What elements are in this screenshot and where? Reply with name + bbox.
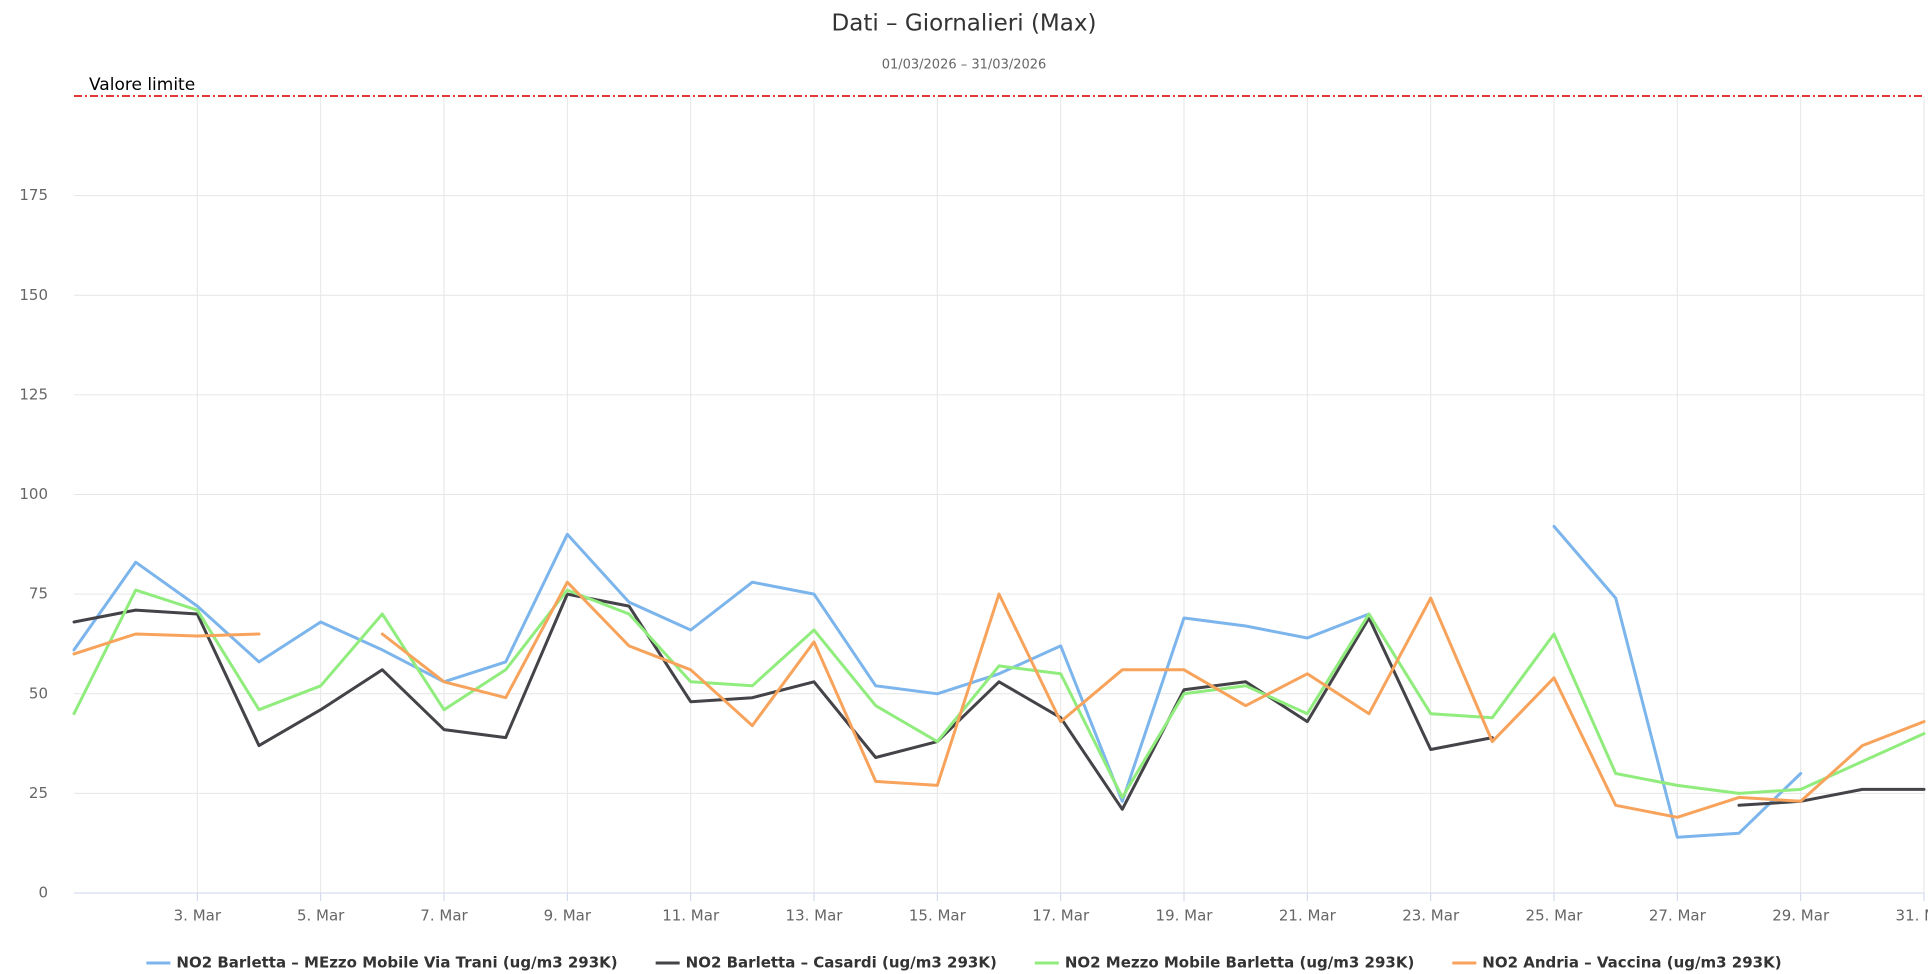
y-tick-label: 100 [19,485,48,503]
x-tick-label: 23. Mar [1402,907,1460,925]
x-tick-label: 15. Mar [909,907,967,925]
x-tick-label: 3. Mar [174,907,222,925]
chart-title: Dati – Giornalieri (Max) [832,11,1097,37]
x-tick-label: 5. Mar [297,907,345,925]
x-tick-label: 11. Mar [662,907,720,925]
chart-subtitle: 01/03/2026 – 31/03/2026 [882,58,1047,73]
y-tick-label: 150 [19,286,48,304]
legend-label: NO2 Mezzo Mobile Barletta (ug/m3 293K) [1065,954,1414,972]
legend-label: NO2 Andria – Vaccina (ug/m3 293K) [1482,954,1781,972]
y-tick-label: 50 [29,684,48,702]
y-tick-label: 0 [38,884,48,902]
x-tick-label: 25. Mar [1526,907,1584,925]
x-tick-label: 19. Mar [1156,907,1214,925]
limit-label: Valore limite [89,75,195,95]
x-tick-label: 27. Mar [1649,907,1707,925]
x-tick-label: 21. Mar [1279,907,1337,925]
y-tick-label: 25 [29,784,48,802]
series-line [72,532,1371,803]
x-tick-label: 31. Mar [1896,907,1928,925]
y-tick-label: 75 [29,585,48,603]
legend-label: NO2 Barletta – MEzzo Mobile Via Trani (u… [176,954,617,972]
series-line [380,580,1926,819]
series-line [72,592,1494,811]
y-tick-label: 125 [19,385,48,403]
series-line [72,632,261,656]
series-line [72,588,1926,799]
series-line [1552,524,1803,839]
x-tick-label: 9. Mar [544,907,592,925]
legend-label: NO2 Barletta – Casardi (ug/m3 293K) [686,954,997,972]
x-tick-label: 7. Mar [420,907,468,925]
y-tick-label: 175 [19,186,48,204]
series-line [1737,787,1926,807]
x-tick-label: 13. Mar [786,907,844,925]
x-tick-label: 17. Mar [1032,907,1090,925]
x-tick-label: 29. Mar [1772,907,1830,925]
